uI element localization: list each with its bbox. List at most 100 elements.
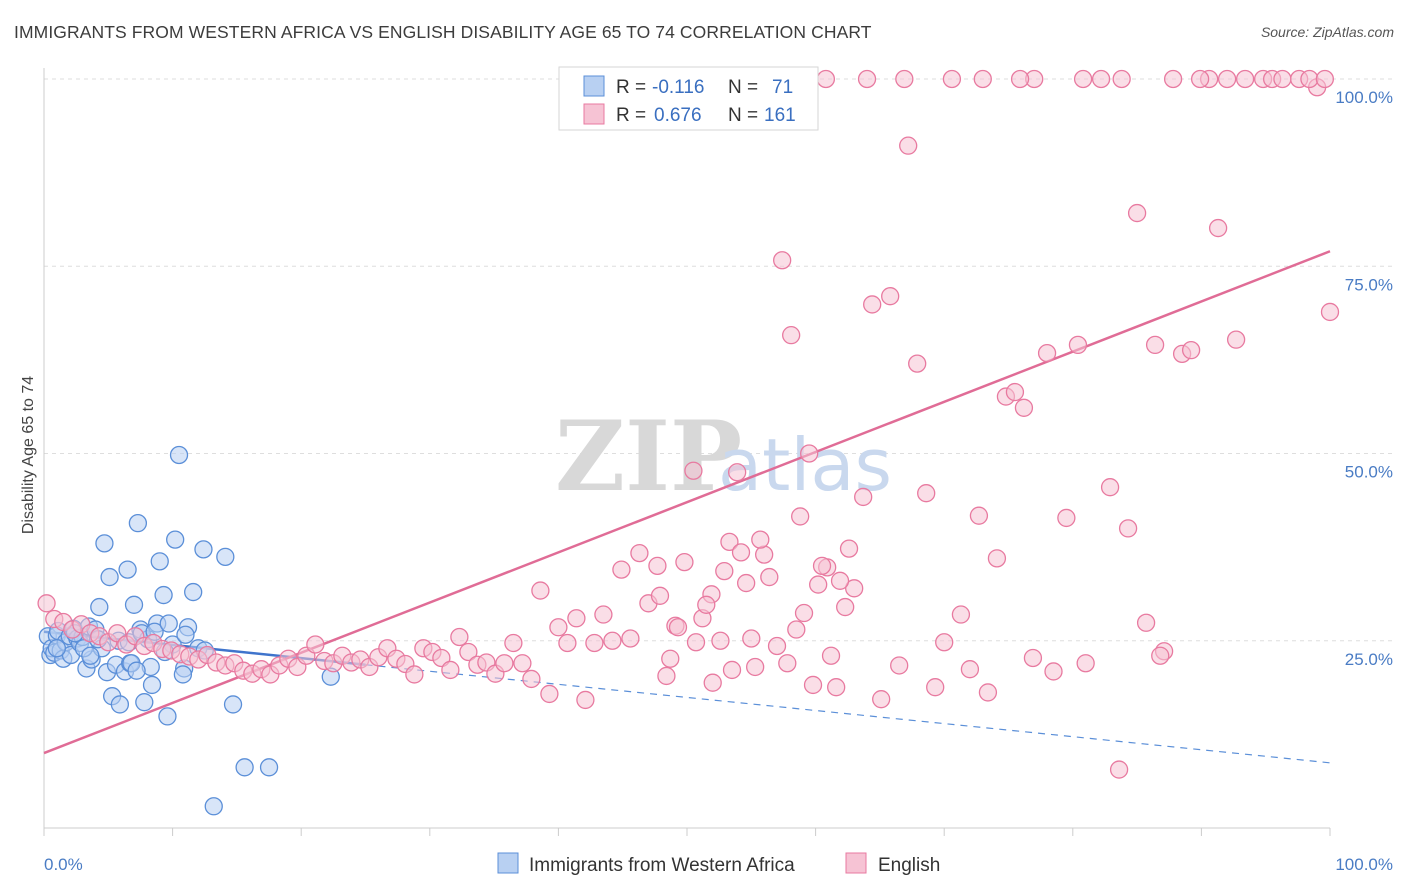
legend-swatch-pink xyxy=(583,103,605,125)
english-point-58 xyxy=(558,633,577,653)
english-point-148 xyxy=(1300,69,1319,89)
english-point-151 xyxy=(661,649,680,668)
english-point-100 xyxy=(935,633,954,652)
english-point-162 xyxy=(767,636,787,656)
english-point-61 xyxy=(585,633,604,653)
legend-bottom-label-blue: Immigrants from Western Africa xyxy=(529,855,795,876)
english-point-90 xyxy=(845,579,864,598)
immigrants-point-41 xyxy=(169,445,189,465)
chart-title: IMMIGRANTS FROM WESTERN AFRICA VS ENGLIS… xyxy=(14,22,872,42)
correlation-legend: R = -0.116 N = 71 R = 0.676 N = 161 xyxy=(558,66,819,131)
english-point-56 xyxy=(540,684,559,704)
english-point-59 xyxy=(567,609,586,628)
immigrants-point-69 xyxy=(127,661,146,680)
english-point-103 xyxy=(960,660,980,679)
immigrants-point-49 xyxy=(223,695,243,714)
immigrants-point-50 xyxy=(235,758,254,777)
english-point-160 xyxy=(751,530,770,549)
english-point-128 xyxy=(1208,218,1228,238)
english-point-149 xyxy=(1315,69,1335,89)
legend-n-label-2: N = xyxy=(728,105,758,126)
english-point-139 xyxy=(1010,69,1030,89)
english-point-63 xyxy=(603,631,622,650)
english-point-157 xyxy=(722,660,742,680)
english-point-84 xyxy=(791,507,810,526)
english-point-114 xyxy=(1068,335,1088,355)
english-point-102 xyxy=(951,605,971,624)
english-point-126 xyxy=(1181,340,1201,360)
english-point-121 xyxy=(1136,613,1156,632)
english-point-155 xyxy=(703,673,722,692)
legend-bottom-swatch-blue xyxy=(497,852,519,874)
y-tick-label-75: 75.0% xyxy=(1345,275,1393,294)
immigrants-point-35 xyxy=(142,675,162,695)
english-point-108 xyxy=(1005,382,1025,402)
english-point-57 xyxy=(549,618,568,637)
english-point-69 xyxy=(657,666,676,686)
english-point-54 xyxy=(522,669,541,689)
english-point-109 xyxy=(1014,398,1034,417)
english-point-144 xyxy=(1190,69,1210,89)
english-point-163 xyxy=(778,654,797,673)
english-point-117 xyxy=(1100,478,1120,497)
english-point-53 xyxy=(513,654,532,673)
english-point-95 xyxy=(890,656,909,675)
english-point-141 xyxy=(1073,69,1093,89)
english-point-140 xyxy=(1023,648,1043,668)
english-point-166 xyxy=(803,675,823,695)
english-point-52 xyxy=(504,633,523,653)
english-point-135 xyxy=(816,69,836,89)
english-point-137 xyxy=(895,69,914,89)
english-point-83 xyxy=(782,326,801,345)
immigrants-point-46 xyxy=(194,540,213,559)
english-point-136 xyxy=(857,69,877,89)
english-point-60 xyxy=(576,690,595,710)
english-point-68 xyxy=(648,556,667,575)
english-point-66 xyxy=(630,543,649,563)
legend-n-value-2: 161 xyxy=(764,105,796,126)
english-point-161 xyxy=(760,567,779,587)
immigrants-point-39 xyxy=(158,707,177,726)
legend-r-label-1: R = xyxy=(616,77,646,98)
english-point-62 xyxy=(594,605,613,624)
english-point-75 xyxy=(711,631,730,650)
immigrants-point-28 xyxy=(118,560,137,579)
trend-line-english xyxy=(43,250,1331,755)
immigrants-point-33 xyxy=(135,693,154,712)
immigrants-point-51 xyxy=(259,758,279,777)
immigrants-point-26 xyxy=(110,695,130,714)
english-point-150 xyxy=(650,586,670,605)
y-axis-tick-labels: 25.0% 50.0% 75.0% 100.0% xyxy=(1335,88,1393,669)
english-point-143 xyxy=(1151,646,1170,665)
y-tick-label-100: 100.0% xyxy=(1335,88,1393,107)
english-point-71 xyxy=(675,552,694,572)
english-point-94 xyxy=(881,287,900,306)
legend-n-value-1: 71 xyxy=(772,77,793,98)
english-point-92 xyxy=(863,295,882,314)
y-tick-label-50: 50.0% xyxy=(1345,463,1393,482)
english-point-116 xyxy=(1091,69,1111,89)
english-point-72 xyxy=(684,461,703,480)
immigrants-point-19 xyxy=(90,597,109,617)
english-point-111 xyxy=(1037,343,1057,363)
english-point-156 xyxy=(715,561,734,581)
english-point-30 xyxy=(306,635,325,654)
immigrants-point-66 xyxy=(173,665,193,684)
immigrants-point-70 xyxy=(166,530,185,549)
gridlines xyxy=(44,78,1393,642)
immigrants-point-53 xyxy=(47,639,67,658)
english-point-85 xyxy=(800,444,819,463)
immigrants-point-21 xyxy=(95,534,114,553)
english-point-169 xyxy=(830,571,850,590)
english-point-152 xyxy=(668,618,688,637)
immigrants-point-62 xyxy=(176,625,195,644)
english-point-142 xyxy=(1112,69,1131,89)
english-point-82 xyxy=(773,251,792,270)
english-point-138 xyxy=(973,69,992,89)
english-point-47 xyxy=(459,642,478,662)
watermark-zip: ZIP xyxy=(555,400,742,513)
english-point-97 xyxy=(908,354,927,373)
english-point-99 xyxy=(926,678,945,697)
immigrants-point-30 xyxy=(124,595,144,614)
english-point-164 xyxy=(787,620,806,639)
